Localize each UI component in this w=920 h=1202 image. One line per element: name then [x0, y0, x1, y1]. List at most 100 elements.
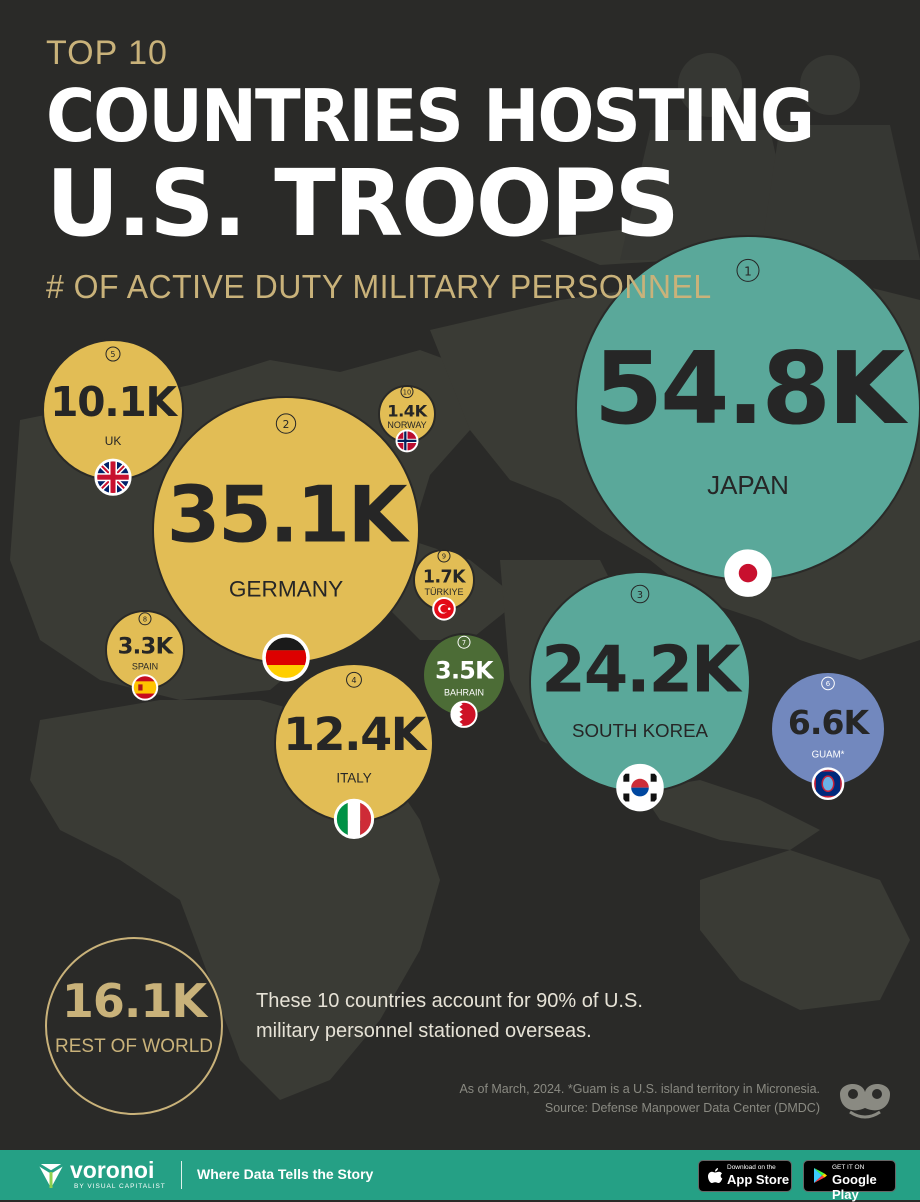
summary-note: These 10 countries account for 90% of U.… — [256, 990, 643, 1042]
norway-flag-icon-body — [396, 430, 418, 452]
value-label-7: 3.5K — [435, 657, 495, 685]
google-play-button[interactable]: GET IT ON Google Play — [803, 1160, 896, 1202]
rank-marker-7 — [457, 635, 471, 649]
flag-trigram-2 — [623, 793, 630, 802]
chart-title-line2: U.S. TROOPS — [46, 150, 680, 257]
apple-icon — [708, 1168, 723, 1183]
bahrain-flag-icon-ring — [450, 700, 478, 728]
country-label-7: BAHRAIN — [444, 688, 484, 698]
app-store-small-label: Download on the — [727, 1164, 776, 1171]
flag-trigram-3 — [650, 793, 657, 802]
google-play-label: Google Play — [832, 1172, 877, 1202]
south-korea-flag-icon-ring — [616, 763, 664, 812]
value-label-9: 1.7K — [423, 568, 466, 588]
google-play-icon — [814, 1168, 827, 1183]
flag-trigram-1 — [650, 773, 657, 782]
brand-subtitle: BY VISUAL CAPITALIST — [74, 1183, 166, 1190]
rank-marker-3 — [630, 584, 650, 604]
value-label-4: 12.4K — [283, 707, 428, 761]
rank-label-1: 1 — [744, 264, 752, 278]
flag-crescent-inner — [440, 604, 449, 613]
flag-taeguk-red — [631, 778, 649, 788]
flag-trigram-0 — [623, 773, 630, 782]
flag-band-2 — [264, 650, 308, 666]
flag-cross-h-blue — [396, 439, 418, 443]
country-label-4: ITALY — [336, 771, 371, 786]
rest-of-world-bubble — [45, 937, 223, 1115]
voronoi-logo-icon — [37, 1162, 65, 1188]
rest-of-world-label: REST OF WORLD — [55, 1036, 213, 1057]
brand-tagline: Where Data Tells the Story — [197, 1166, 374, 1182]
rank-label-9: 9 — [442, 553, 446, 561]
guam-flag-icon-ring — [811, 767, 845, 801]
rank-marker-8 — [138, 612, 152, 626]
rank-label-6: 6 — [826, 680, 830, 688]
value-label-3: 24.2K — [541, 634, 743, 708]
bahrain-flag-icon — [450, 700, 478, 728]
rank-label-2: 2 — [283, 418, 290, 431]
germany-flag-icon-ring — [262, 633, 310, 682]
australia-landmass — [700, 850, 910, 1010]
spain-flag-icon — [131, 674, 159, 701]
chart-kicker: TOP 10 — [46, 34, 168, 72]
value-label-10: 1.4K — [387, 401, 428, 420]
rank-marker-4 — [346, 671, 362, 688]
rank-marker-2 — [275, 413, 297, 434]
flag-star — [447, 607, 451, 611]
flag-seal — [821, 775, 835, 793]
flag-cross-h-red — [95, 474, 131, 480]
guam-flag-icon — [811, 767, 845, 801]
country-label-10: NORWAY — [387, 420, 426, 430]
uk-flag-icon-ring — [94, 458, 132, 496]
norway-flag-icon-ring — [395, 429, 419, 453]
japan-flag-icon-ring — [724, 549, 772, 597]
norway-flag-icon — [395, 429, 419, 453]
app-store-button[interactable]: Download on the App Store — [698, 1160, 792, 1192]
chart-subtitle: # OF ACTIVE DUTY MILITARY PERSONNEL — [46, 268, 712, 305]
country-label-6: GUAM* — [812, 750, 845, 761]
japan-flag-icon — [724, 549, 772, 597]
italy-flag-icon-ring — [333, 798, 375, 839]
flag-taeguk-blue — [631, 787, 649, 797]
flag-coat — [138, 684, 143, 691]
italy-flag-icon — [333, 798, 375, 839]
rank-marker-9 — [437, 549, 451, 563]
turkiye-flag-icon — [432, 597, 456, 621]
spain-flag-icon-ring — [131, 674, 159, 701]
google-play-small-label: GET IT ON — [832, 1164, 865, 1171]
value-label-1: 54.8K — [594, 330, 909, 447]
country-label-1: JAPAN — [707, 470, 789, 500]
south-korea-flag-icon — [616, 763, 664, 812]
rank-label-5: 5 — [111, 350, 116, 359]
uk-flag-icon — [94, 458, 132, 496]
soldier-silhouettes — [620, 53, 920, 260]
value-label-8: 3.3K — [118, 633, 175, 659]
chart-title-line1: COUNTRIES HOSTING — [46, 74, 815, 158]
germany-flag-icon — [262, 633, 310, 682]
indonesia-landmass — [640, 780, 820, 850]
app-store-label: App Store — [727, 1172, 790, 1187]
turkiye-flag-icon-body — [433, 598, 455, 620]
visual-capitalist-mascot-icon — [840, 1083, 890, 1119]
flag-band-2 — [347, 800, 361, 838]
rank-marker-1 — [736, 258, 760, 282]
value-label-5: 10.1K — [50, 378, 178, 426]
rank-marker-6 — [821, 676, 835, 691]
footnote-date: As of March, 2024. *Guam is a U.S. islan… — [459, 1082, 820, 1096]
footnote-source: Source: Defense Manpower Data Center (DM… — [544, 1101, 820, 1115]
rank-label-10: 10 — [403, 388, 411, 396]
country-label-9: TÜRKIYE — [424, 587, 463, 597]
rank-label-3: 3 — [637, 590, 643, 601]
brand-name[interactable]: voronoi — [70, 1157, 155, 1183]
rank-label-4: 4 — [351, 675, 356, 685]
turkiye-flag-icon-ring — [432, 597, 456, 621]
rank-marker-10 — [400, 385, 414, 399]
rest-of-world-value: 16.1K — [62, 974, 209, 1028]
country-label-3: SOUTH KOREA — [572, 720, 709, 741]
rank-label-7: 7 — [462, 639, 466, 647]
flag-band — [132, 681, 158, 694]
rank-label-8: 8 — [143, 616, 147, 624]
rank-marker-5 — [105, 346, 121, 362]
country-label-5: UK — [105, 434, 122, 448]
